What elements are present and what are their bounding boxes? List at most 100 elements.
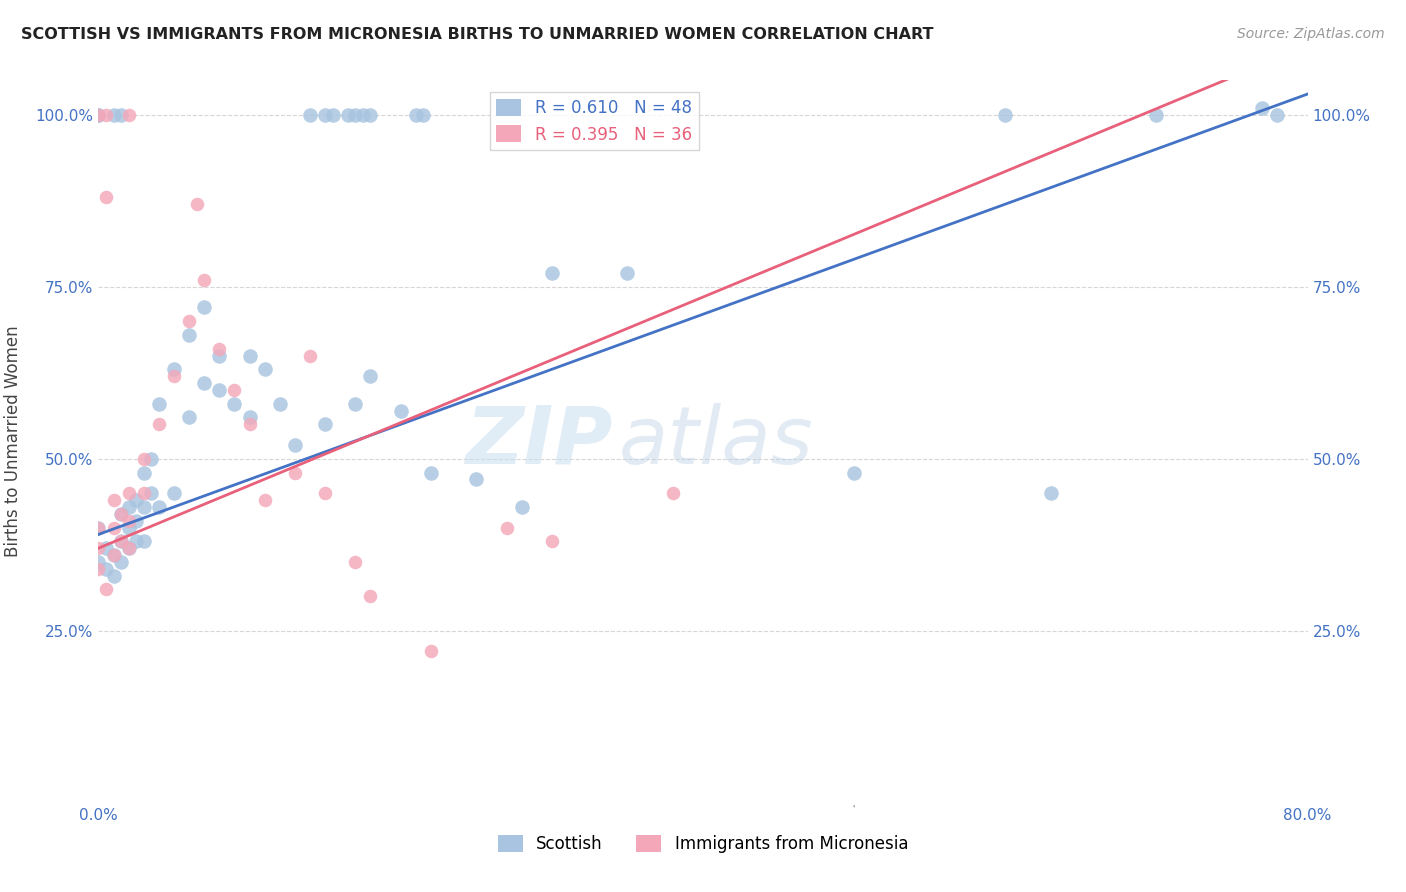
Text: SCOTTISH VS IMMIGRANTS FROM MICRONESIA BIRTHS TO UNMARRIED WOMEN CORRELATION CHA: SCOTTISH VS IMMIGRANTS FROM MICRONESIA B… bbox=[21, 27, 934, 42]
Point bbox=[405, 108, 427, 122]
Point bbox=[118, 541, 141, 556]
Legend: Scottish, Immigrants from Micronesia: Scottish, Immigrants from Micronesia bbox=[491, 828, 915, 860]
Point bbox=[239, 417, 262, 432]
Point bbox=[284, 466, 307, 480]
Point bbox=[103, 568, 125, 582]
Point bbox=[314, 486, 336, 500]
Point bbox=[103, 548, 125, 562]
Point bbox=[540, 266, 562, 280]
Point bbox=[103, 493, 125, 508]
Point bbox=[110, 108, 132, 122]
Point bbox=[510, 500, 533, 514]
Point bbox=[336, 108, 359, 122]
Point bbox=[94, 190, 117, 204]
Text: ZIP: ZIP bbox=[465, 402, 613, 481]
Point bbox=[420, 466, 443, 480]
Point bbox=[360, 369, 382, 384]
Point bbox=[87, 562, 110, 576]
Point bbox=[1267, 108, 1289, 122]
Point bbox=[208, 342, 231, 356]
Point bbox=[299, 349, 322, 363]
Point bbox=[661, 486, 683, 500]
Point bbox=[87, 555, 110, 569]
Point bbox=[103, 548, 125, 562]
Point bbox=[224, 397, 246, 411]
Point bbox=[163, 369, 186, 384]
Point bbox=[208, 383, 231, 397]
Point bbox=[118, 520, 141, 534]
Point bbox=[118, 514, 141, 528]
Point bbox=[94, 562, 117, 576]
Point bbox=[420, 644, 443, 658]
Point bbox=[253, 493, 276, 508]
Point bbox=[125, 514, 148, 528]
Point bbox=[110, 507, 132, 521]
Point bbox=[118, 486, 141, 500]
Point bbox=[148, 397, 170, 411]
Point bbox=[193, 273, 215, 287]
Point bbox=[118, 108, 141, 122]
Point bbox=[193, 376, 215, 390]
Point bbox=[118, 541, 141, 556]
Point bbox=[148, 417, 170, 432]
Point bbox=[360, 108, 382, 122]
Point bbox=[110, 534, 132, 549]
Point bbox=[412, 108, 434, 122]
Point bbox=[616, 266, 638, 280]
Point bbox=[94, 108, 117, 122]
Point bbox=[148, 500, 170, 514]
Point bbox=[1144, 108, 1167, 122]
Point bbox=[344, 555, 367, 569]
Point bbox=[87, 108, 110, 122]
Point bbox=[179, 327, 201, 342]
Point bbox=[253, 362, 276, 376]
Point bbox=[110, 555, 132, 569]
Point bbox=[87, 541, 110, 556]
Point bbox=[389, 403, 412, 417]
Point bbox=[186, 197, 208, 211]
Point bbox=[132, 534, 155, 549]
Point bbox=[239, 349, 262, 363]
Point bbox=[1251, 101, 1274, 115]
Point bbox=[87, 108, 110, 122]
Point bbox=[141, 486, 163, 500]
Text: Source: ZipAtlas.com: Source: ZipAtlas.com bbox=[1237, 27, 1385, 41]
Point bbox=[322, 108, 344, 122]
Point bbox=[208, 349, 231, 363]
Point bbox=[465, 472, 488, 486]
Point bbox=[94, 582, 117, 597]
Point bbox=[299, 108, 322, 122]
Point bbox=[224, 383, 246, 397]
Point bbox=[179, 314, 201, 328]
Point bbox=[314, 417, 336, 432]
Point bbox=[994, 108, 1017, 122]
Point bbox=[125, 493, 148, 508]
Point bbox=[87, 520, 110, 534]
Point bbox=[132, 466, 155, 480]
Y-axis label: Births to Unmarried Women: Births to Unmarried Women bbox=[4, 326, 21, 558]
Point bbox=[193, 301, 215, 315]
Text: atlas: atlas bbox=[619, 402, 813, 481]
Point bbox=[141, 451, 163, 466]
Point bbox=[269, 397, 291, 411]
Point bbox=[179, 410, 201, 425]
Point bbox=[284, 438, 307, 452]
Point bbox=[344, 397, 367, 411]
Point bbox=[87, 520, 110, 534]
Point bbox=[125, 534, 148, 549]
Point bbox=[110, 507, 132, 521]
Point bbox=[118, 500, 141, 514]
Point bbox=[495, 520, 517, 534]
Point bbox=[239, 410, 262, 425]
Point bbox=[314, 108, 336, 122]
Point bbox=[352, 108, 374, 122]
Point bbox=[132, 451, 155, 466]
Point bbox=[94, 541, 117, 556]
Point bbox=[132, 500, 155, 514]
Point bbox=[163, 486, 186, 500]
Point bbox=[163, 362, 186, 376]
Point bbox=[344, 108, 367, 122]
Point bbox=[360, 590, 382, 604]
Point bbox=[110, 534, 132, 549]
Point bbox=[103, 108, 125, 122]
